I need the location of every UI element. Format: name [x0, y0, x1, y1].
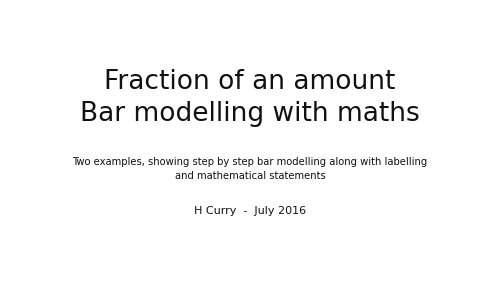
Text: Fraction of an amount
Bar modelling with maths: Fraction of an amount Bar modelling with… [80, 69, 420, 127]
Text: H Curry  -  July 2016: H Curry - July 2016 [194, 206, 306, 216]
Text: Two examples, showing step by step bar modelling along with labelling
and mathem: Two examples, showing step by step bar m… [72, 157, 428, 181]
